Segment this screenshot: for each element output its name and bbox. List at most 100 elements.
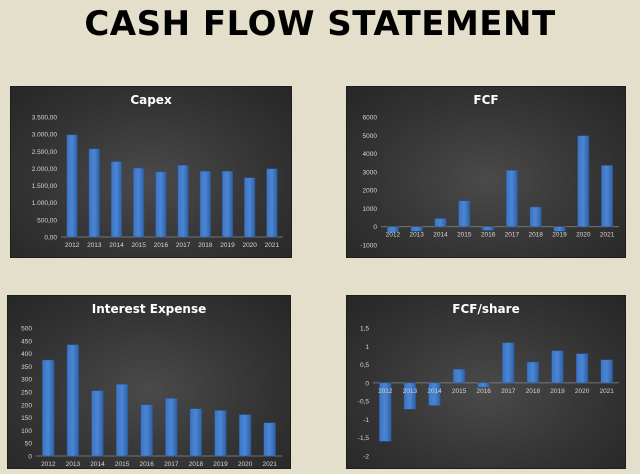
- bar-2013: [410, 226, 423, 232]
- x-tick-label: 2019: [213, 461, 228, 468]
- y-tick-label: 0: [365, 380, 369, 387]
- x-tick-label: 2020: [575, 388, 590, 395]
- x-tick-label: 2021: [265, 242, 280, 249]
- x-tick-label: 2020: [242, 242, 257, 249]
- interest-expense-chart: Interest Expense 0 50 100 150 200 250 300 350 40…: [7, 295, 291, 469]
- y-tick-label: 2.500,00: [32, 149, 58, 156]
- bar-2020: [238, 414, 252, 457]
- x-tick-label: 2015: [131, 242, 146, 249]
- y-tick-label: 450: [21, 338, 32, 345]
- bar-2018: [526, 361, 540, 384]
- x-tick-label: 2013: [87, 242, 102, 249]
- x-tick-label: 2014: [427, 388, 442, 395]
- y-tick-label: 3000: [363, 169, 378, 176]
- x-tick-label: 2016: [154, 242, 169, 249]
- y-tick-label: 400: [21, 351, 32, 358]
- x-tick-label: 2019: [552, 232, 567, 239]
- bar-2019: [221, 170, 234, 238]
- bar-2015: [458, 200, 471, 227]
- x-tick-label: 2015: [115, 461, 130, 468]
- y-tick-label: -1: [363, 417, 369, 424]
- bar-2016: [155, 171, 167, 238]
- bar-2012: [379, 382, 392, 442]
- y-tick-label: 2.000,00: [32, 166, 58, 173]
- bar-2016: [140, 404, 153, 457]
- x-tick-label: 2012: [41, 461, 56, 468]
- y-tick-label: 6000: [363, 115, 378, 122]
- chart-title: Capex: [130, 93, 172, 107]
- x-tick-label: 2018: [526, 388, 541, 395]
- y-tick-label: 300: [21, 377, 32, 384]
- fcf-chart: FCF -1000 0 1000 2000 3000 4000 5000 6000 2012 20…: [346, 86, 626, 258]
- bar-2021: [263, 422, 276, 457]
- y-tick-label: 1: [365, 344, 369, 351]
- x-tick-label: 2018: [528, 232, 543, 239]
- chart-title: FCF/share: [452, 302, 520, 316]
- y-tick-label: -1000: [360, 243, 377, 250]
- y-tick-label: 100: [21, 428, 32, 435]
- x-tick-label: 2013: [409, 232, 424, 239]
- y-tick-label: 1000: [363, 206, 378, 213]
- y-tick-label: 500: [21, 326, 32, 333]
- x-tick-label: 2017: [164, 461, 179, 468]
- y-tick-label: 3.500,00: [32, 115, 58, 122]
- x-tick-label: 2012: [386, 232, 401, 239]
- x-tick-label: 2019: [220, 242, 235, 249]
- y-tick-label: 350: [21, 364, 32, 371]
- y-tick-label: 200: [21, 402, 32, 409]
- y-tick-label: -2: [363, 454, 369, 461]
- x-tick-label: 2012: [65, 242, 80, 249]
- y-tick-label: 1.500,00: [32, 183, 58, 190]
- bar-2012: [66, 134, 78, 238]
- bar-2014: [91, 390, 104, 457]
- bar-2020: [577, 135, 590, 227]
- x-tick-label: 2017: [505, 232, 520, 239]
- y-tick-label: 3.000,00: [32, 132, 58, 139]
- y-tick-label: 2000: [363, 188, 378, 195]
- bar-2016: [482, 226, 495, 231]
- bar-2013: [66, 344, 80, 457]
- capex-chart-plot: 0,00 500,00 1.000,00 1.500,00 2.000,00 2.500,…: [32, 115, 283, 249]
- bar-2017: [502, 342, 515, 384]
- bar-2021: [266, 168, 278, 238]
- x-tick-label: 2020: [576, 232, 591, 239]
- bar-2014: [428, 382, 441, 406]
- y-tick-label: 0: [28, 454, 32, 461]
- x-tick-label: 2021: [599, 388, 614, 395]
- y-tick-label: 0,00: [44, 235, 57, 242]
- bar-2014: [434, 218, 447, 227]
- x-tick-label: 2016: [476, 388, 491, 395]
- bar-2020: [575, 353, 589, 384]
- fcf-per-share-chart: FCF/share -2 -1,5 -1 -0,5 0 0,5 1 1,5 2012 2013 20…: [346, 295, 626, 469]
- bar-2017: [505, 170, 518, 227]
- x-tick-label: 2016: [481, 232, 496, 239]
- bar-2012: [386, 226, 399, 233]
- page-title: CASH FLOW STATEMENT: [84, 4, 556, 44]
- capex-chart: Capex 0,00 500,00 1.000,00 1.500,00 2.000,00…: [10, 86, 292, 258]
- bar-2017: [177, 165, 189, 238]
- bar-2014: [110, 161, 123, 238]
- y-tick-label: 4000: [363, 151, 378, 158]
- bar-2013: [403, 382, 417, 410]
- x-tick-label: 2013: [66, 461, 81, 468]
- bar-2020: [244, 177, 256, 238]
- bar-2021: [601, 165, 614, 227]
- x-tick-label: 2021: [262, 461, 277, 468]
- y-tick-label: -0,5: [358, 399, 370, 406]
- x-tick-label: 2012: [378, 388, 393, 395]
- bar-2016: [477, 382, 490, 388]
- bar-2019: [551, 350, 564, 384]
- y-tick-label: 50: [25, 441, 33, 448]
- x-tick-label: 2013: [403, 388, 418, 395]
- chart-title: FCF: [473, 93, 499, 107]
- y-tick-label: 1.000,00: [32, 200, 58, 207]
- bar-2018: [199, 170, 211, 238]
- chart-title: Interest Expense: [91, 302, 207, 316]
- x-tick-label: 2014: [433, 232, 448, 239]
- x-tick-label: 2016: [139, 461, 154, 468]
- x-tick-label: 2020: [238, 461, 253, 468]
- y-tick-label: 5000: [363, 133, 378, 140]
- y-tick-label: 0,5: [360, 362, 369, 369]
- x-tick-label: 2014: [90, 461, 105, 468]
- y-tick-label: 250: [21, 390, 32, 397]
